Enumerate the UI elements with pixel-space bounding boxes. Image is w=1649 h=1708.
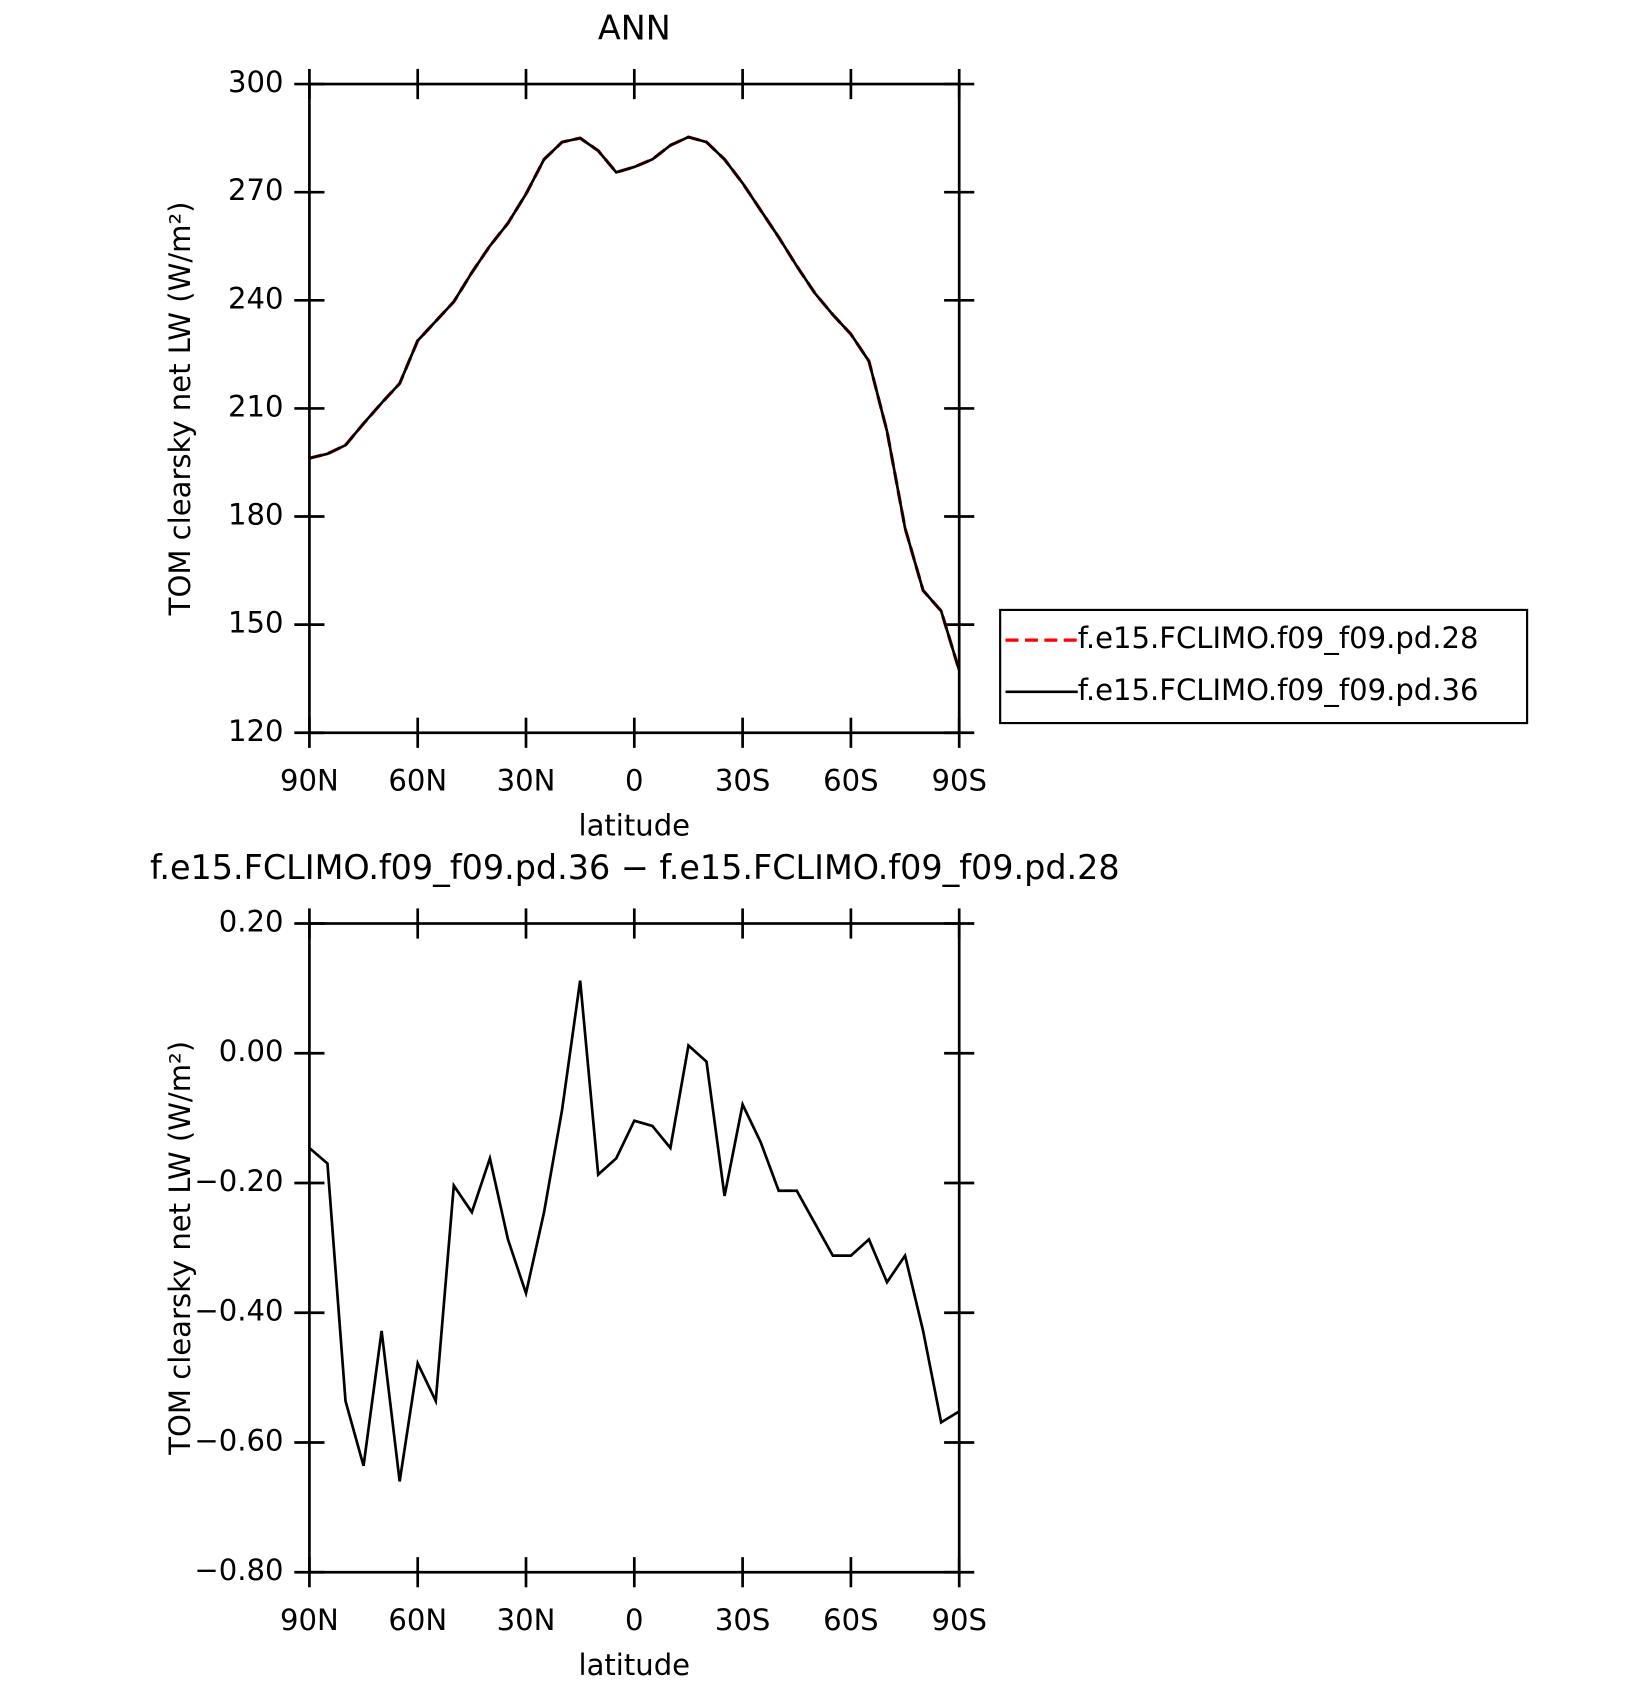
y-tick-label: 0.20 [219, 905, 284, 939]
series-line [309, 135, 961, 671]
y-axis-label: TOM clearsky net LW (W/m²) [163, 1041, 197, 1456]
x-tick-label: 90N [280, 1603, 339, 1637]
x-axis-label: latitude [579, 1648, 691, 1682]
chart-title: f.e15.FCLIMO.f09_f09.pd.36 − f.e15.FCLIM… [150, 848, 1120, 887]
y-tick-label: 300 [228, 65, 284, 99]
x-tick-label: 90S [931, 763, 986, 797]
plot-frame [308, 82, 961, 735]
y-tick-label: 270 [228, 173, 284, 207]
y-tick-label: 150 [228, 606, 284, 640]
y-tick-label: 0.00 [219, 1034, 284, 1068]
x-tick-label: 60S [823, 763, 878, 797]
legend-box [999, 608, 1529, 725]
series-line [309, 135, 961, 671]
x-tick-label: 90S [931, 1603, 986, 1637]
x-tick-label: 0 [625, 1603, 644, 1637]
x-tick-label: 90N [280, 763, 339, 797]
y-tick-label: −0.80 [194, 1553, 283, 1587]
y-axis-label: TOM clearsky net LW (W/m²) [163, 201, 197, 616]
plot-frame [308, 922, 961, 1574]
legend-label: f.e15.FCLIMO.f09_f09.pd.28 [1078, 621, 1479, 655]
x-tick-label: 30N [497, 1603, 556, 1637]
y-tick-label: 210 [228, 389, 284, 423]
x-axis-label: latitude [579, 809, 691, 843]
x-tick-label: 30S [715, 763, 770, 797]
x-tick-label: 0 [625, 763, 644, 797]
x-tick-label: 30N [497, 763, 556, 797]
y-tick-label: −0.20 [194, 1164, 283, 1198]
series-line [308, 980, 960, 1482]
chart-title: ANN [598, 9, 671, 48]
x-tick-label: 60N [388, 763, 447, 797]
y-tick-label: 240 [228, 281, 284, 315]
y-tick-label: −0.40 [194, 1294, 283, 1328]
y-tick-label: 180 [228, 498, 284, 532]
y-tick-label: −0.60 [194, 1423, 283, 1457]
x-tick-label: 30S [715, 1603, 770, 1637]
x-tick-label: 60N [388, 1603, 447, 1637]
y-tick-label: 120 [228, 714, 284, 748]
legend-label: f.e15.FCLIMO.f09_f09.pd.36 [1078, 673, 1479, 707]
x-tick-label: 60S [823, 1603, 878, 1637]
